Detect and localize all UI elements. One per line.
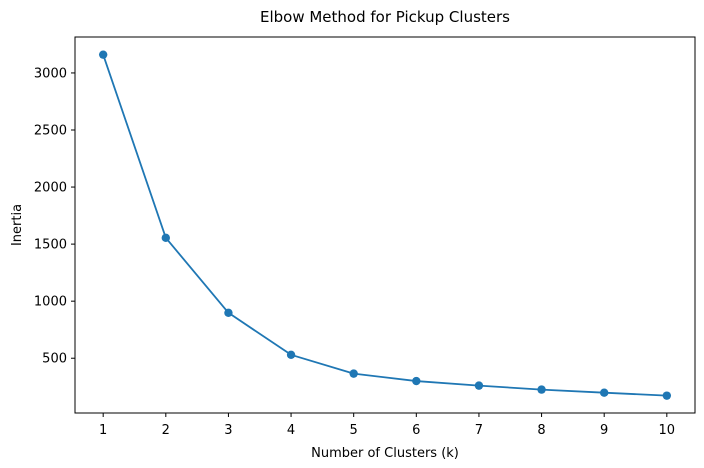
data-point <box>599 388 609 397</box>
data-point <box>474 381 484 390</box>
x-tick-label: 2 <box>162 423 170 438</box>
x-tick-label: 10 <box>659 423 676 438</box>
data-point <box>286 350 296 360</box>
data-point <box>98 50 108 59</box>
y-tick-label: 2500 <box>34 124 67 139</box>
data-point <box>349 369 358 378</box>
data-point <box>224 308 233 318</box>
plot-frame <box>74 36 696 414</box>
x-tick-label: 5 <box>350 423 358 438</box>
ticks-layer: 1 2 3 4 5 6 7 8 9 10 500 1000 1500 2000 2500 3000 <box>34 66 675 438</box>
x-tick-label: 7 <box>475 423 483 438</box>
y-tick-label: 1000 <box>34 295 67 310</box>
y-tick-label: 1500 <box>34 238 67 253</box>
chart-title: Elbow Method for Pickup Clusters <box>260 8 510 26</box>
x-tick-label: 8 <box>537 423 545 438</box>
data-point <box>412 376 421 386</box>
x-tick-label: 6 <box>412 423 420 438</box>
y-axis-label: Inertia <box>10 204 25 246</box>
series-layer <box>98 50 672 400</box>
x-tick-label: 1 <box>99 423 107 438</box>
x-tick-label: 4 <box>287 423 295 438</box>
y-tick-label: 3000 <box>34 66 67 81</box>
x-tick-label: 9 <box>600 423 608 438</box>
x-tick-label: 3 <box>224 423 232 438</box>
y-tick-label: 2000 <box>34 181 67 196</box>
data-point <box>662 391 672 400</box>
y-tick-label: 500 <box>42 352 67 367</box>
data-point <box>537 385 546 394</box>
data-point <box>161 233 171 243</box>
series-line <box>102 54 667 397</box>
x-axis-label: Number of Clusters (k) <box>311 446 459 461</box>
